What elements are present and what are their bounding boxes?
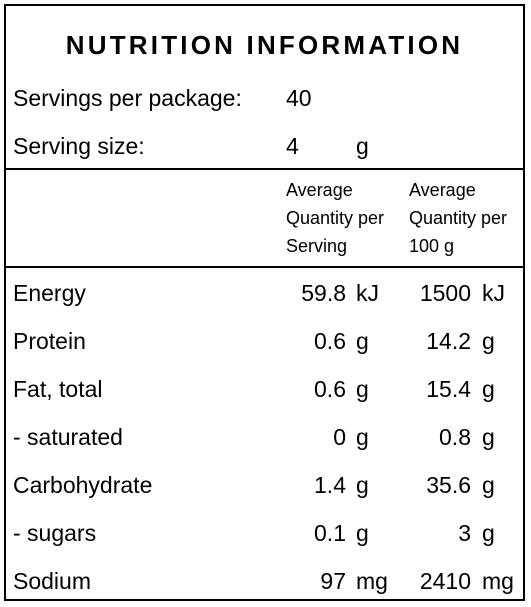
per100-value: 14.2 — [426, 328, 471, 354]
column-header-line: Quantity per — [286, 208, 385, 228]
serving-value: 0.6 — [314, 328, 346, 354]
serving-unit: g — [356, 520, 369, 546]
serving-unit: g — [356, 328, 369, 354]
serving-value: 0.1 — [314, 520, 346, 546]
nutrient-name: Sodium — [13, 568, 91, 594]
serving-size-unit: g — [356, 133, 369, 159]
serving-unit: g — [356, 472, 369, 498]
column-header-line: Average — [286, 180, 353, 200]
nutrient-name: - saturated — [13, 424, 123, 450]
per100-value: 3 — [458, 520, 471, 546]
per100-unit: kJ — [482, 280, 505, 306]
serving-value: 1.4 — [314, 472, 346, 498]
divider-top — [6, 168, 523, 170]
servings-label: Servings per package: — [13, 85, 242, 111]
serving-unit: g — [356, 424, 369, 450]
column-header-line: 100 g — [409, 236, 455, 256]
per100-value: 15.4 — [426, 376, 471, 402]
per100-unit: g — [482, 376, 495, 402]
serving-value: 0.6 — [314, 376, 346, 402]
per100-unit: g — [482, 328, 495, 354]
nutrition-panel: NUTRITION INFORMATION Servings per packa… — [4, 4, 525, 601]
per100-value: 2410 — [419, 568, 471, 594]
serving-unit: g — [356, 376, 369, 402]
column-header-line: Average — [409, 180, 476, 200]
per100-value: 35.6 — [426, 472, 471, 498]
serving-value: 97 — [320, 568, 346, 594]
column-header-line: Serving — [286, 236, 348, 256]
serving-value: 0 — [333, 424, 346, 450]
panel-title: NUTRITION INFORMATION — [65, 30, 464, 60]
nutrient-name: Fat, total — [13, 376, 103, 402]
serving-value: 59.8 — [301, 280, 346, 306]
divider-header — [6, 266, 523, 268]
per100-unit: g — [482, 472, 495, 498]
serving-unit: mg — [356, 568, 388, 594]
per100-value: 1500 — [419, 280, 471, 306]
serving-unit: kJ — [356, 280, 379, 306]
per100-unit: g — [482, 520, 495, 546]
nutrient-name: Carbohydrate — [13, 472, 153, 498]
nutrient-name: Energy — [13, 280, 86, 306]
column-header-per-100g: Average Quantity per 100 g — [409, 176, 507, 260]
per100-unit: g — [482, 424, 495, 450]
nutrient-name: Protein — [13, 328, 86, 354]
column-header-per-serving: Average Quantity per Serving — [286, 176, 384, 260]
per100-value: 0.8 — [439, 424, 471, 450]
serving-size-value: 4 — [286, 133, 299, 159]
serving-size-label: Serving size: — [13, 133, 145, 159]
servings-value: 40 — [286, 85, 312, 111]
per100-unit: mg — [482, 568, 514, 594]
nutrient-name: - sugars — [13, 520, 97, 546]
column-header-line: Quantity per — [409, 208, 508, 228]
